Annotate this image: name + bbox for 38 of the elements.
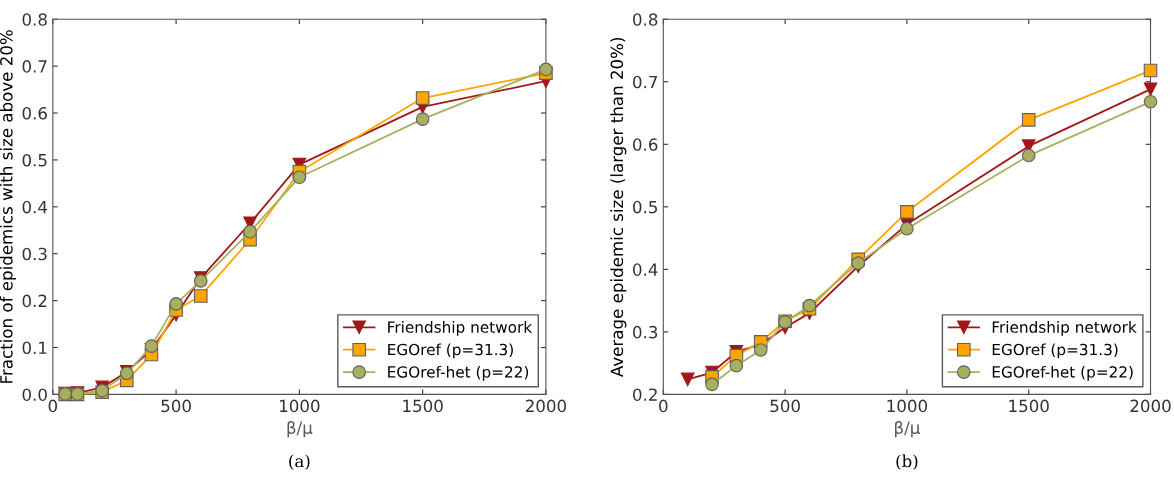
legend-label: Friendship network — [388, 321, 533, 336]
legend-label: EGOref-het (p=22) — [388, 365, 529, 381]
y-tick-label: 0.3 — [633, 325, 658, 339]
y-tick-label: 0.1 — [22, 341, 47, 355]
x-tick-label: 0 — [48, 399, 58, 413]
y-tick-label: 0.3 — [22, 247, 47, 261]
legend-label: EGOref (p=31.3) — [388, 343, 513, 359]
y-tick-label: 0.2 — [633, 388, 657, 401]
legend-label: EGOref-het (p=22) — [992, 365, 1133, 381]
x-tick-label: 500 — [770, 399, 800, 413]
x-tick-label: 1000 — [887, 399, 928, 413]
text: (a) — [289, 454, 310, 470]
x-tick-label: 1000 — [279, 399, 320, 413]
legend-label: EGOref (p=31.3) — [992, 343, 1118, 359]
x-axis-title: β/μ — [895, 420, 920, 438]
y-tick-label: 0.5 — [22, 153, 47, 167]
text: (b) — [896, 454, 918, 470]
legend-label: Friendship network — [992, 321, 1137, 336]
y-tick-label: 0.7 — [633, 75, 658, 89]
x-tick-label: 500 — [161, 399, 191, 413]
y-tick-label: 0.8 — [22, 13, 47, 26]
x-tick-label: 1500 — [403, 399, 443, 413]
y-tick-label: 0.6 — [633, 138, 658, 151]
y-axis-title: Fraction of epidemics with size above 20% — [0, 30, 16, 383]
y-tick-label: 0.2 — [22, 294, 47, 308]
y-tick-label: 0.4 — [22, 200, 48, 214]
x-tick-label: 1500 — [1009, 399, 1049, 413]
x-tick-label: 2000 — [1130, 399, 1171, 413]
y-axis-title: Average epidemic size (larger than 20%) — [610, 37, 627, 377]
x-tick-label: 2000 — [525, 399, 567, 413]
y-tick-label: 0.5 — [633, 200, 657, 214]
x-axis-title: β/μ — [287, 420, 313, 438]
y-tick-label: 0.7 — [22, 60, 47, 73]
y-tick-label: 0.0 — [22, 388, 47, 401]
y-tick-label: 0.8 — [633, 13, 658, 26]
x-tick-label: 0 — [659, 399, 668, 413]
y-tick-label: 0.6 — [22, 107, 47, 120]
y-tick-label: 0.4 — [633, 263, 658, 276]
